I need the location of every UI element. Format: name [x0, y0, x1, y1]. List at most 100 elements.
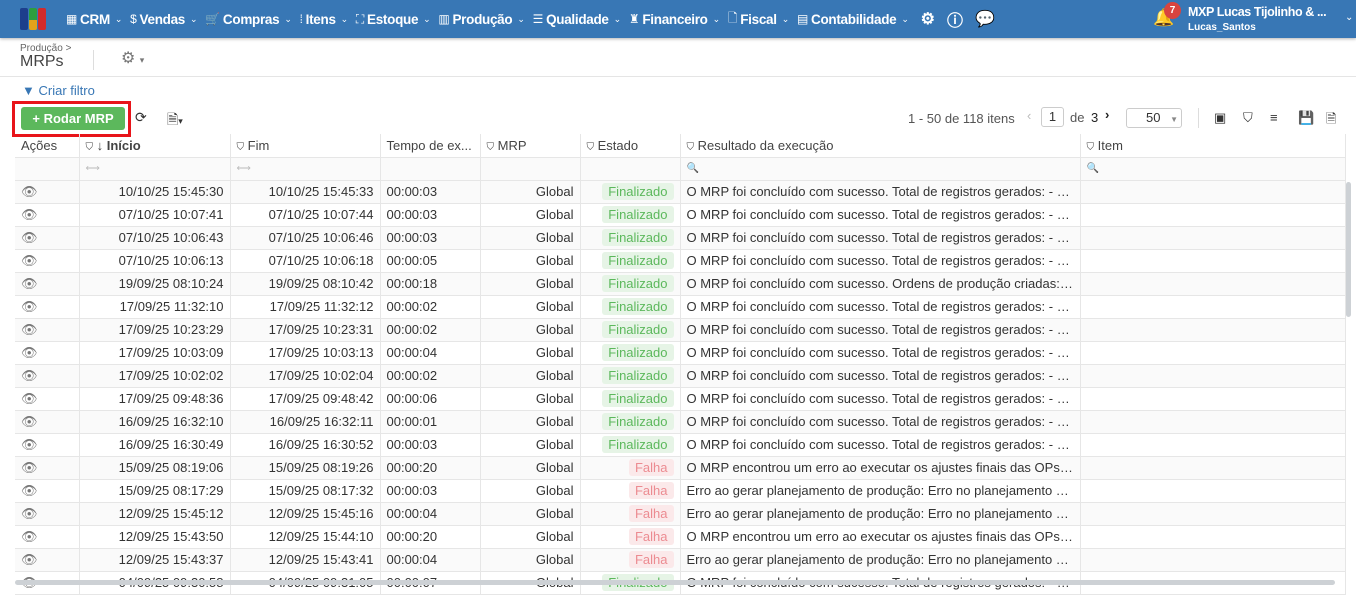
- next-page-icon[interactable]: ›: [1105, 107, 1110, 122]
- create-filter-link[interactable]: ▼ Criar filtro: [22, 83, 95, 98]
- nav-financeiro[interactable]: ♜ Financeiro ⌄: [629, 12, 720, 27]
- date-range-filter[interactable]: ⟷: [230, 157, 381, 181]
- view-icon[interactable]: 👁: [21, 229, 38, 245]
- table-row[interactable]: 👁 17/09/25 10:03:09 17/09/25 10:03:13 00…: [15, 341, 1346, 365]
- settings-icon[interactable]: ⚙: [920, 11, 935, 28]
- nav-produção[interactable]: ▥ Produção ⌄: [438, 12, 524, 27]
- page-input[interactable]: 1: [1041, 107, 1064, 127]
- result-cell: Erro ao gerar planejamento de produção: …: [680, 502, 1081, 526]
- horizontal-scrollbar[interactable]: [15, 580, 1335, 585]
- nav-contabilidade[interactable]: ▤ Contabilidade ⌄: [797, 12, 909, 27]
- columns-icon[interactable]: ▣: [1214, 110, 1227, 125]
- chat-icon[interactable]: 💬: [974, 11, 995, 28]
- status-cell: Falha: [580, 502, 681, 526]
- view-icon[interactable]: 👁: [21, 252, 38, 268]
- table-row[interactable]: 👁 07/10/25 10:06:43 07/10/25 10:06:46 00…: [15, 226, 1346, 250]
- nav-qualidade[interactable]: ☰ Qualidade ⌄: [533, 12, 622, 27]
- column-header[interactable]: ⛉ Item: [1080, 134, 1346, 158]
- nav-compras[interactable]: 🛒 Compras ⌄: [205, 12, 292, 27]
- result-cell: Erro ao gerar planejamento de produção: …: [680, 548, 1081, 572]
- column-header[interactable]: Ações: [15, 134, 80, 158]
- nav-vendas[interactable]: $ Vendas ⌄: [130, 12, 197, 27]
- table-row[interactable]: 👁 12/09/25 15:43:37 12/09/25 15:43:41 00…: [15, 548, 1346, 572]
- view-icon[interactable]: 👁: [21, 275, 38, 291]
- table-row[interactable]: 👁 17/09/25 10:23:29 17/09/25 10:23:31 00…: [15, 318, 1346, 342]
- chevron-down-icon[interactable]: ⌄: [1345, 12, 1354, 23]
- table-row[interactable]: 👁 16/09/25 16:30:49 16/09/25 16:30:52 00…: [15, 433, 1346, 457]
- app-logo[interactable]: [20, 8, 46, 30]
- view-icon[interactable]: 👁: [21, 436, 38, 452]
- filter-cell[interactable]: [580, 157, 681, 181]
- table-row[interactable]: 👁 15/09/25 08:19:06 15/09/25 08:19:26 00…: [15, 456, 1346, 480]
- help-icon[interactable]: ⓘ: [946, 13, 963, 30]
- view-icon[interactable]: 👁: [21, 505, 38, 521]
- nav-estoque[interactable]: ⛶ Estoque ⌄: [356, 12, 431, 27]
- filter-icon[interactable]: ⛉: [686, 141, 695, 153]
- view-icon[interactable]: 👁: [21, 482, 38, 498]
- report-icon[interactable]: 🗎: [1326, 111, 1337, 126]
- column-header[interactable]: Tempo de ex...: [380, 134, 481, 158]
- column-header[interactable]: ⛉ ↓ Início: [79, 134, 231, 158]
- view-icon[interactable]: 👁: [21, 390, 38, 406]
- sort-icon[interactable]: ≡: [1270, 110, 1278, 125]
- mrp-cell: Global: [480, 341, 581, 365]
- table-row[interactable]: 👁 16/09/25 16:32:10 16/09/25 16:32:11 00…: [15, 410, 1346, 434]
- table-row[interactable]: 👁 07/10/25 10:06:13 07/10/25 10:06:18 00…: [15, 249, 1346, 273]
- column-header[interactable]: ⛉ MRP: [480, 134, 581, 158]
- view-icon[interactable]: 👁: [21, 206, 38, 222]
- view-icon[interactable]: 👁: [21, 298, 38, 314]
- vertical-scrollbar[interactable]: [1346, 182, 1351, 317]
- date-range-filter[interactable]: ⟷: [79, 157, 231, 181]
- chevron-down-icon: ⌄: [712, 13, 721, 24]
- prev-page-icon[interactable]: ‹: [1027, 108, 1032, 123]
- table-row[interactable]: 👁 19/09/25 08:10:24 19/09/25 08:10:42 00…: [15, 272, 1346, 296]
- column-header[interactable]: ⛉ Fim: [230, 134, 381, 158]
- actions-cell: 👁: [15, 548, 80, 572]
- column-header[interactable]: ⛉ Resultado da execução: [680, 134, 1081, 158]
- table-row[interactable]: 👁 17/09/25 10:02:02 17/09/25 10:02:04 00…: [15, 364, 1346, 388]
- column-header[interactable]: ⛉ Estado: [580, 134, 681, 158]
- filter-icon[interactable]: ⛉: [1086, 141, 1095, 153]
- run-mrp-button[interactable]: + Rodar MRP: [21, 107, 125, 130]
- table-row[interactable]: 👁 12/09/25 15:43:50 12/09/25 15:44:10 00…: [15, 525, 1346, 549]
- filter-cell[interactable]: [480, 157, 581, 181]
- export-icon[interactable]: 🗎▾: [167, 111, 183, 127]
- filter-icon[interactable]: ⛉: [586, 141, 595, 153]
- nav-crm[interactable]: ▦ CRM ⌄: [66, 12, 122, 27]
- search-filter[interactable]: 🔍: [1080, 157, 1346, 181]
- table-row[interactable]: 👁 15/09/25 08:17:29 15/09/25 08:17:32 00…: [15, 479, 1346, 503]
- view-icon[interactable]: 👁: [21, 413, 38, 429]
- table-row[interactable]: 👁 07/10/25 10:07:41 07/10/25 10:07:44 00…: [15, 203, 1346, 227]
- filter-icon[interactable]: ⛉: [1243, 110, 1253, 125]
- table-row[interactable]: 👁 17/09/25 09:48:36 17/09/25 09:48:42 00…: [15, 387, 1346, 411]
- page-size-select[interactable]: 50 ▼: [1126, 108, 1182, 128]
- table-row[interactable]: 👁 10/10/25 15:45:30 10/10/25 15:45:33 00…: [15, 180, 1346, 204]
- search-filter[interactable]: 🔍: [680, 157, 1081, 181]
- view-icon[interactable]: 👁: [21, 528, 38, 544]
- table-row[interactable]: 👁 12/09/25 15:45:12 12/09/25 15:45:16 00…: [15, 502, 1346, 526]
- view-icon[interactable]: 👁: [21, 459, 38, 475]
- nav-itens[interactable]: ⁞ Itens ⌄: [300, 12, 349, 27]
- view-icon[interactable]: 👁: [21, 321, 38, 337]
- filter-icon[interactable]: ⛉: [85, 141, 94, 153]
- filter-cell[interactable]: [380, 157, 481, 181]
- breadcrumb[interactable]: Produção >: [20, 43, 72, 54]
- item-cell: [1080, 502, 1346, 526]
- status-cell: Finalizado: [580, 249, 681, 273]
- create-filter-label: Criar filtro: [38, 83, 95, 98]
- nav-fiscal[interactable]: 🗋 Fiscal ⌄: [728, 9, 789, 30]
- view-icon[interactable]: 👁: [21, 367, 38, 383]
- view-icon[interactable]: 👁: [21, 344, 38, 360]
- status-badge: Falha: [628, 551, 674, 568]
- start-cell: 12/09/25 15:43:50: [79, 525, 231, 549]
- page-settings-button[interactable]: ⚙ ▾: [121, 50, 145, 67]
- refresh-icon[interactable]: ⟳: [135, 109, 147, 125]
- view-icon[interactable]: 👁: [21, 551, 38, 567]
- user-menu[interactable]: MXP Lucas Tijolinho & ... Lucas_Santos: [1188, 5, 1327, 33]
- filter-icon[interactable]: ⛉: [486, 141, 495, 153]
- filter-icon[interactable]: ⛉: [236, 141, 245, 153]
- save-icon[interactable]: 💾: [1298, 110, 1315, 125]
- chevron-down-icon: ⌄: [781, 13, 790, 24]
- view-icon[interactable]: 👁: [21, 183, 38, 199]
- table-row[interactable]: 👁 17/09/25 11:32:10 17/09/25 11:32:12 00…: [15, 295, 1346, 319]
